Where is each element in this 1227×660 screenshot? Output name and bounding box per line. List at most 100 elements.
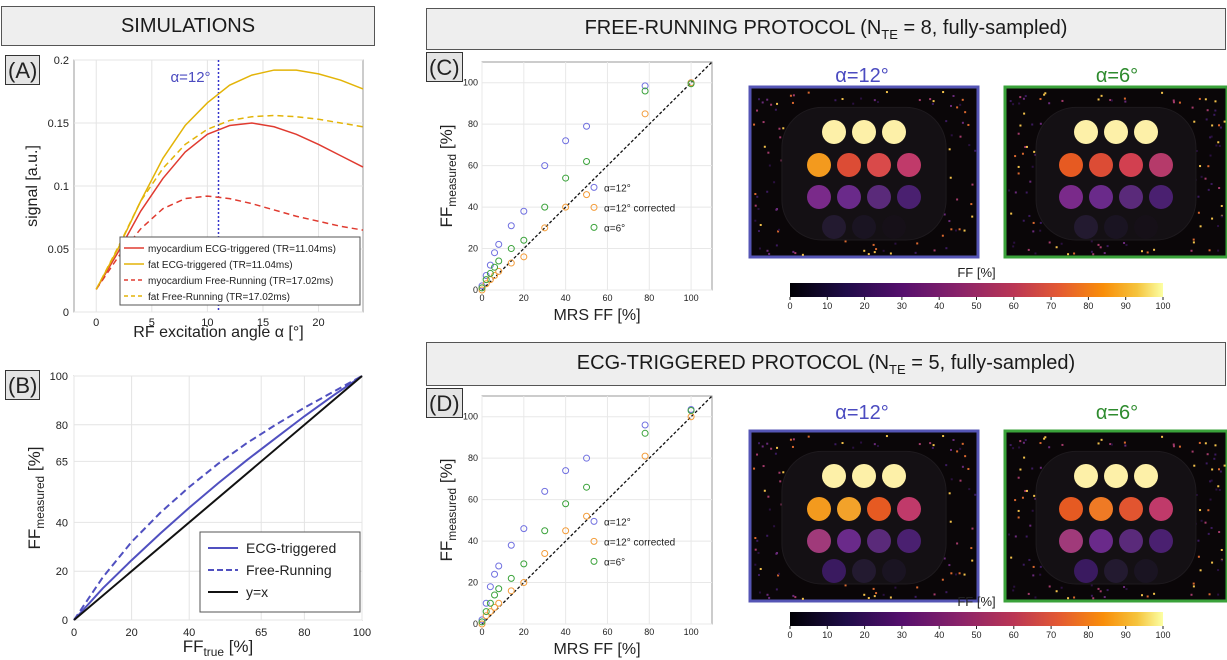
noise-d-12-153 <box>963 573 966 576</box>
phantom-well-c-6-3-2 <box>1134 215 1158 239</box>
noise-d-6-31 <box>1090 594 1093 597</box>
noise-d-6-59 <box>1024 489 1027 492</box>
noise-d-12-186 <box>949 520 952 523</box>
noise-c-6-35 <box>1211 217 1214 220</box>
noise-d-12-58 <box>894 586 897 589</box>
noise-d-12-2 <box>768 508 771 511</box>
noise-c-6-48 <box>1178 101 1181 104</box>
noise-d-12-122 <box>757 551 760 554</box>
noise-d-12-77 <box>754 537 757 540</box>
noise-c-6-106 <box>1031 123 1034 126</box>
noise-d-12-205 <box>779 480 782 483</box>
point-c-0-5 <box>507 222 515 230</box>
phantom-well-d-6-1-0 <box>1059 497 1083 521</box>
noise-c-6-209 <box>1193 120 1196 123</box>
legend-c-swatch-2 <box>590 223 598 231</box>
phantom-well-d-6-3-2 <box>1134 559 1158 583</box>
noise-c-12-5 <box>789 94 792 97</box>
point-d-0-7 <box>541 487 549 495</box>
phantom-well-d-12-0-2 <box>882 464 906 488</box>
series-a-1 <box>95 69 364 290</box>
noise-c-6-149 <box>1208 249 1211 252</box>
ylabel-c: FFmeasured [%] <box>437 125 459 228</box>
noise-d-6-92 <box>1219 470 1222 473</box>
point-c-0-6 <box>520 207 528 215</box>
ytick-d-2: 40 <box>468 536 478 546</box>
noise-d-6-137 <box>1014 535 1017 538</box>
phantom-well-d-6-2-3 <box>1149 529 1173 553</box>
ytick-d-4: 80 <box>468 453 478 463</box>
noise-d-12-192 <box>950 478 953 481</box>
colorbar-ticklabel-bottom-9: 90 <box>1121 630 1131 640</box>
noise-d-6-70 <box>1146 595 1149 598</box>
noise-d-12-6 <box>950 572 953 575</box>
noise-c-6-131 <box>1110 99 1113 102</box>
phantom-well-c-12-2-0 <box>807 185 831 209</box>
colorbar-ticklabel-bottom-8: 80 <box>1083 630 1093 640</box>
image-title-d-alpha12: α=12° <box>835 402 889 424</box>
ytick-c-1: 20 <box>468 244 478 254</box>
noise-c-12-80 <box>876 100 879 103</box>
point-d-0-8 <box>562 467 570 475</box>
noise-c-6-237 <box>1021 152 1024 155</box>
noise-c-12-58 <box>894 242 897 245</box>
noise-d-6-115 <box>1008 533 1011 536</box>
ecg-header: ECG-TRIGGERED PROTOCOL (NTE = 5, fully-s… <box>426 342 1226 386</box>
noise-d-12-88 <box>873 595 876 598</box>
noise-c-12-254 <box>863 249 866 252</box>
noise-c-6-137 <box>1014 191 1017 194</box>
noise-c-12-115 <box>914 251 917 254</box>
phantom-well-d-6-0-1 <box>1104 464 1128 488</box>
noise-c-6-77 <box>1215 144 1218 147</box>
noise-d-6-37 <box>1220 548 1223 551</box>
noise-d-12-257 <box>770 447 773 450</box>
noise-d-12-200 <box>763 489 766 492</box>
xtick-c-4: 80 <box>644 293 654 303</box>
noise-d-12-164 <box>762 465 765 468</box>
noise-d-6-36 <box>1039 573 1042 576</box>
point-d-1-4 <box>495 599 503 607</box>
colorbar-ticklabel-top-10: 100 <box>1155 301 1170 311</box>
colorbar-ticklabel-bottom-7: 70 <box>1046 630 1056 640</box>
phantom-well-c-12-1-2 <box>867 153 891 177</box>
colorbar-ticklabel-bottom-1: 10 <box>822 630 832 640</box>
noise-c-6-101 <box>1034 153 1037 156</box>
phantom-well-d-6-3-1 <box>1104 559 1128 583</box>
colorbar-ticklabel-bottom-3: 30 <box>897 630 907 640</box>
point-d-2-8 <box>562 500 570 508</box>
point-c-2-6 <box>520 236 528 244</box>
xtick-c-5: 100 <box>684 293 699 303</box>
point-c-2-8 <box>562 174 570 182</box>
noise-c-12-18 <box>761 101 764 104</box>
noise-c-6-41 <box>1022 219 1025 222</box>
noise-c-12-68 <box>777 230 780 233</box>
phantom-well-c-6-2-1 <box>1089 185 1113 209</box>
noise-d-6-191 <box>1197 539 1200 542</box>
noise-c-12-120 <box>767 151 770 154</box>
point-d-2-9 <box>583 483 591 491</box>
noise-d-12-214 <box>778 471 781 474</box>
noise-c-6-68 <box>1217 141 1220 144</box>
colorbar-ticklabel-bottom-2: 20 <box>860 630 870 640</box>
noise-d-6-237 <box>1021 496 1024 499</box>
noise-c-6-94 <box>1172 101 1175 104</box>
point-c-1-7 <box>541 224 549 232</box>
noise-d-12-34 <box>918 443 921 446</box>
noise-c-6-42 <box>1048 102 1051 105</box>
phantom-well-c-12-1-3 <box>897 153 921 177</box>
point-c-2-2 <box>486 269 494 277</box>
noise-d-6-189 <box>1153 592 1156 595</box>
noise-d-12-46 <box>834 443 837 446</box>
noise-d-12-68 <box>777 574 780 577</box>
noise-d-12-187 <box>945 464 948 467</box>
noise-d-6-87 <box>1106 589 1109 592</box>
noise-c-12-206 <box>774 108 777 111</box>
noise-c-12-28 <box>971 183 974 186</box>
noise-d-12-84 <box>916 586 919 589</box>
noise-c-6-23 <box>1013 241 1016 244</box>
noise-c-6-44 <box>1097 98 1100 101</box>
xtick-c-3: 60 <box>602 293 612 303</box>
ytick-b-5: 100 <box>50 371 68 383</box>
noise-c-6-204 <box>1024 95 1027 98</box>
noise-c-6-129 <box>1097 243 1100 246</box>
